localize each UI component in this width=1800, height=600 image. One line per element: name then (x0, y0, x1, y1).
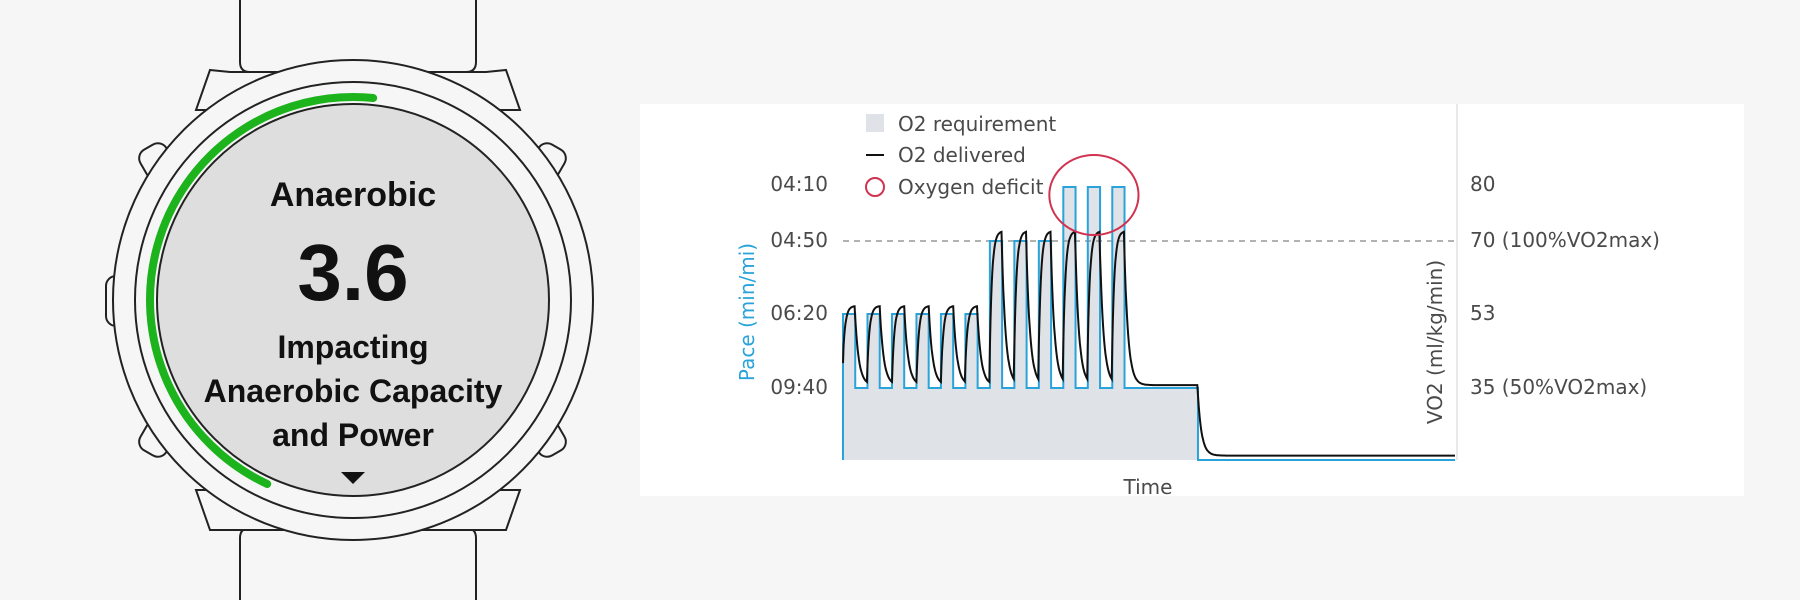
right-tick-1: 70 (100%VO2max) (1470, 228, 1660, 252)
right-tick-2: 53 (1470, 301, 1495, 325)
metric-subtitle-line-3: and Power (272, 417, 434, 453)
watch-screen (156, 103, 550, 497)
requirement-area (843, 187, 1455, 460)
triangle-down-icon[interactable] (341, 472, 365, 484)
left-tick-0: 04:10 (770, 172, 828, 196)
legend-deficit-swatch (865, 177, 885, 197)
metric-subtitle-line-2: Anaerobic Capacity (204, 373, 503, 409)
legend-requirement-swatch (866, 114, 884, 132)
progress-arc (146, 93, 378, 488)
x-axis-title: Time (1123, 475, 1173, 499)
oxygen-deficit-marker (1048, 154, 1140, 236)
watch-illustration: Anaerobic 3.6 Impacting Anaerobic Capaci… (105, 0, 594, 600)
legend-deficit-label: Oxygen deficit (898, 175, 1044, 199)
left-axis-title: Pace (min/mi) (735, 243, 759, 381)
delivered-curve (842, 230, 1455, 457)
left-tick-1: 04:50 (770, 228, 828, 252)
legend-delivered-label: O2 delivered (898, 143, 1026, 167)
metric-subtitle-line-1: Impacting (277, 329, 428, 365)
metric-title: Anaerobic (270, 176, 436, 214)
legend-requirement-label: O2 requirement (898, 112, 1056, 136)
left-tick-2: 06:20 (770, 301, 828, 325)
metric-value: 3.6 (297, 228, 408, 317)
left-tick-3: 09:40 (770, 375, 828, 399)
right-tick-3: 35 (50%VO2max) (1470, 375, 1647, 399)
right-axis-title: VO2 (ml/kg/min) (1423, 260, 1447, 424)
right-tick-0: 80 (1470, 172, 1495, 196)
